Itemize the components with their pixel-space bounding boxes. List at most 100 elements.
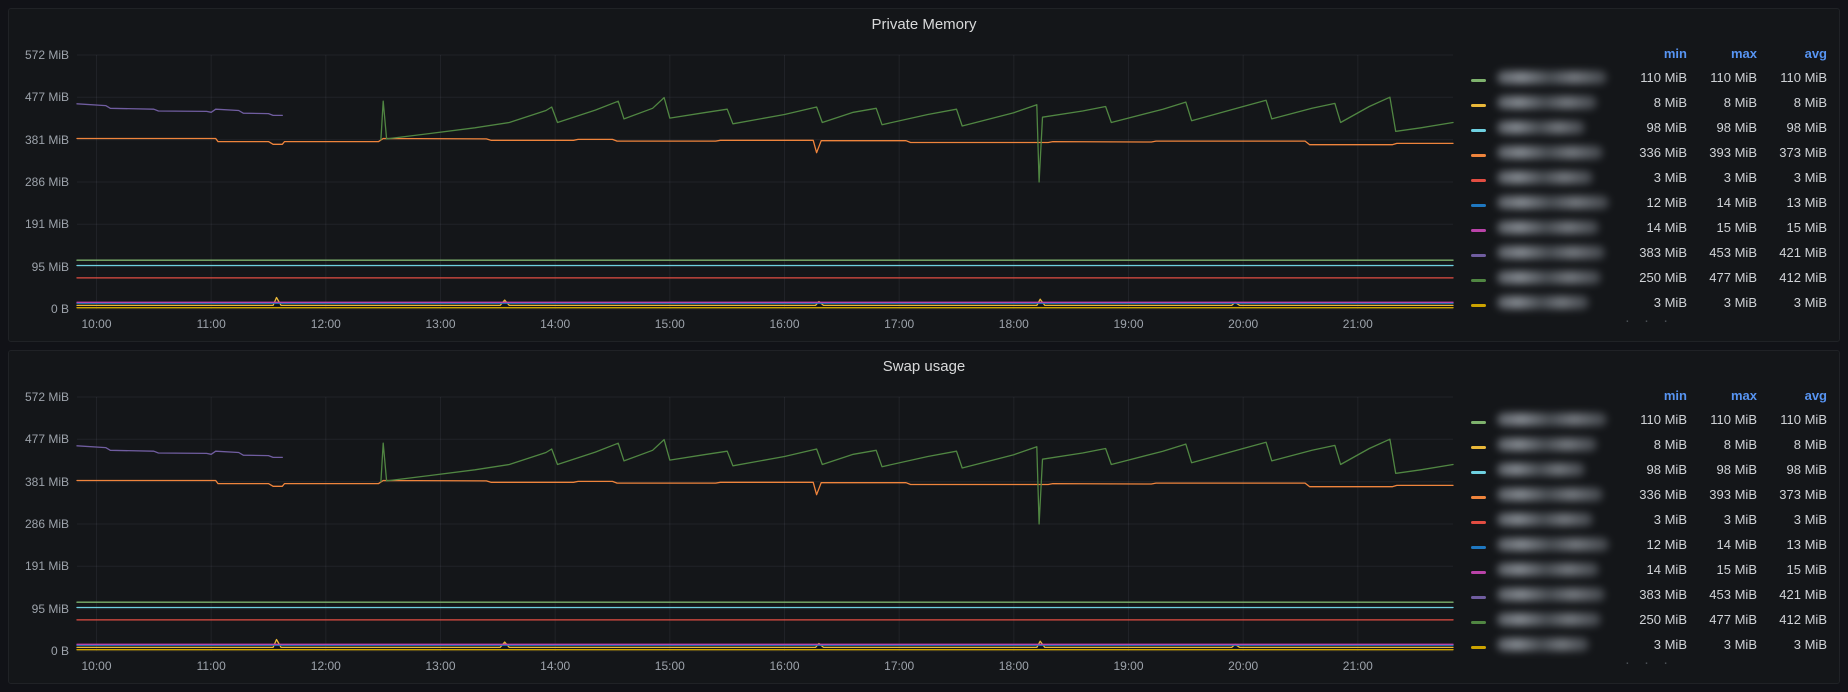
legend-avg-value: 8 MiB: [1793, 95, 1827, 110]
series-name-redacted: [1497, 71, 1607, 84]
legend-max-value: 15 MiB: [1716, 562, 1757, 577]
legend-row[interactable]: 12 MiB 14 MiB 13 MiB: [1471, 190, 1827, 215]
legend-header-avg[interactable]: avg: [1804, 387, 1827, 403]
series-name-redacted: [1497, 246, 1605, 259]
legend-max-value: 3 MiB: [1723, 512, 1757, 527]
legend-min-value: 250 MiB: [1639, 270, 1687, 285]
x-axis-tick-label: 21:00: [1343, 317, 1373, 331]
y-axis-tick-label: 381 MiB: [25, 475, 69, 489]
x-axis-tick-label: 10:00: [81, 659, 111, 673]
x-axis-tick-label: 12:00: [311, 659, 341, 673]
legend-avg-value: 412 MiB: [1779, 612, 1827, 627]
legend-min-value: 8 MiB: [1653, 95, 1687, 110]
series-color-swatch: [1471, 154, 1486, 157]
legend-row[interactable]: 383 MiB 453 MiB 421 MiB: [1471, 240, 1827, 265]
x-axis-tick-label: 20:00: [1228, 317, 1258, 331]
y-axis-tick-label: 477 MiB: [25, 90, 69, 104]
series-name-redacted: [1497, 538, 1609, 551]
x-axis-tick-label: 18:00: [999, 659, 1029, 673]
legend-row[interactable]: 3 MiB 3 MiB 3 MiB: [1471, 507, 1827, 532]
legend-max-value: 477 MiB: [1709, 612, 1757, 627]
panel-swap-usage: Swap usage 572 MiB 477 MiB 381 MiB 286 MiB 1…: [8, 350, 1840, 684]
series-color-swatch: [1471, 254, 1486, 257]
legend-header-max[interactable]: max: [1730, 45, 1757, 61]
legend-max-value: 14 MiB: [1716, 195, 1757, 210]
legend-table: min max avg 110 MiB 110 MiB 110 MiB 8 MiB 8 MiB…: [1459, 39, 1833, 337]
legend-avg-value: 412 MiB: [1779, 270, 1827, 285]
x-axis-tick-label: 16:00: [769, 659, 799, 673]
legend-avg-value: 110 MiB: [1780, 412, 1827, 427]
legend-row[interactable]: 383 MiB 453 MiB 421 MiB: [1471, 582, 1827, 607]
x-axis-tick-label: 10:00: [81, 317, 111, 331]
y-axis-tick-label: 191 MiB: [25, 217, 69, 231]
series-name-redacted: [1497, 638, 1589, 651]
legend-avg-value: 15 MiB: [1786, 220, 1827, 235]
legend-avg-value: 421 MiB: [1779, 587, 1827, 602]
series-line-purple: [76, 103, 283, 117]
x-axis-tick-label: 19:00: [1113, 659, 1143, 673]
series-color-swatch: [1471, 79, 1486, 82]
x-axis-tick-label: 17:00: [884, 317, 914, 331]
legend-min-value: 14 MiB: [1646, 562, 1687, 577]
legend-row[interactable]: 8 MiB 8 MiB 8 MiB: [1471, 90, 1827, 115]
legend-header-min[interactable]: min: [1663, 387, 1687, 403]
legend-min-value: 12 MiB: [1646, 195, 1687, 210]
legend-min-value: 3 MiB: [1653, 295, 1687, 310]
series-color-swatch: [1471, 571, 1486, 574]
x-axis-tick-label: 15:00: [655, 317, 685, 331]
legend-min-value: 250 MiB: [1639, 612, 1687, 627]
legend-row[interactable]: 110 MiB 110 MiB 110 MiB: [1471, 407, 1827, 432]
x-axis-tick-label: 21:00: [1343, 659, 1373, 673]
legend-avg-value: 8 MiB: [1793, 437, 1827, 452]
legend-avg-value: 3 MiB: [1793, 295, 1827, 310]
series-name-redacted: [1497, 146, 1603, 159]
series-color-swatch: [1471, 104, 1486, 107]
legend-row[interactable]: 110 MiB 110 MiB 110 MiB: [1471, 65, 1827, 90]
legend-row[interactable]: 336 MiB 393 MiB 373 MiB: [1471, 140, 1827, 165]
series-color-swatch: [1471, 546, 1486, 549]
legend-row[interactable]: 14 MiB 15 MiB 15 MiB: [1471, 215, 1827, 240]
legend-row[interactable]: 8 MiB 8 MiB 8 MiB: [1471, 432, 1827, 457]
series-name-redacted: [1497, 96, 1597, 109]
legend-min-value: 8 MiB: [1653, 437, 1687, 452]
legend-row[interactable]: 3 MiB 3 MiB 3 MiB: [1471, 290, 1827, 315]
legend-header-min[interactable]: min: [1663, 45, 1687, 61]
legend-avg-value: 421 MiB: [1779, 245, 1827, 260]
legend-avg-value: 98 MiB: [1786, 120, 1827, 135]
y-axis-tick-label: 572 MiB: [25, 48, 69, 62]
legend-row[interactable]: 98 MiB 98 MiB 98 MiB: [1471, 457, 1827, 482]
series-name-redacted: [1497, 588, 1605, 601]
series-name-redacted: [1497, 121, 1585, 134]
legend-max-value: 453 MiB: [1709, 245, 1757, 260]
y-axis-tick-label: 286 MiB: [25, 175, 69, 189]
series-line-yellow: [76, 296, 1454, 307]
legend-header-max[interactable]: max: [1730, 387, 1757, 403]
legend-row[interactable]: 3 MiB 3 MiB 3 MiB: [1471, 165, 1827, 190]
chart-canvas[interactable]: 572 MiB 477 MiB 381 MiB 286 MiB 191 MiB 95 Mi…: [15, 381, 1459, 679]
timeseries-chart[interactable]: 572 MiB 477 MiB 381 MiB 286 MiB 191 MiB 95 Mi…: [15, 39, 1459, 337]
y-axis-tick-label: 0 B: [51, 644, 69, 658]
legend-avg-value: 3 MiB: [1793, 637, 1827, 652]
legend-max-value: 14 MiB: [1716, 537, 1757, 552]
legend-row[interactable]: 250 MiB 477 MiB 412 MiB: [1471, 265, 1827, 290]
legend-row[interactable]: 3 MiB 3 MiB 3 MiB: [1471, 632, 1827, 657]
legend-max-value: 393 MiB: [1709, 145, 1757, 160]
legend-row[interactable]: 12 MiB 14 MiB 13 MiB: [1471, 532, 1827, 557]
chart-canvas[interactable]: 572 MiB 477 MiB 381 MiB 286 MiB 191 MiB 95 Mi…: [15, 39, 1459, 337]
panel-title[interactable]: Private Memory: [871, 15, 977, 33]
legend-row[interactable]: 250 MiB 477 MiB 412 MiB: [1471, 607, 1827, 632]
series-name-redacted: [1497, 271, 1601, 284]
series-color-swatch: [1471, 496, 1486, 499]
series-name-redacted: [1497, 171, 1593, 184]
legend-row[interactable]: 336 MiB 393 MiB 373 MiB: [1471, 482, 1827, 507]
legend-header-avg[interactable]: avg: [1804, 45, 1827, 61]
legend-max-value: 3 MiB: [1723, 637, 1757, 652]
timeseries-chart[interactable]: 572 MiB 477 MiB 381 MiB 286 MiB 191 MiB 95 Mi…: [15, 381, 1459, 679]
legend-row[interactable]: 98 MiB 98 MiB 98 MiB: [1471, 115, 1827, 140]
panel-title[interactable]: Swap usage: [882, 357, 966, 375]
legend-row[interactable]: 14 MiB 15 MiB 15 MiB: [1471, 557, 1827, 582]
y-axis-tick-label: 95 MiB: [32, 260, 69, 274]
legend-max-value: 477 MiB: [1709, 270, 1757, 285]
legend-min-value: 14 MiB: [1646, 220, 1687, 235]
legend-min-value: 98 MiB: [1646, 120, 1687, 135]
